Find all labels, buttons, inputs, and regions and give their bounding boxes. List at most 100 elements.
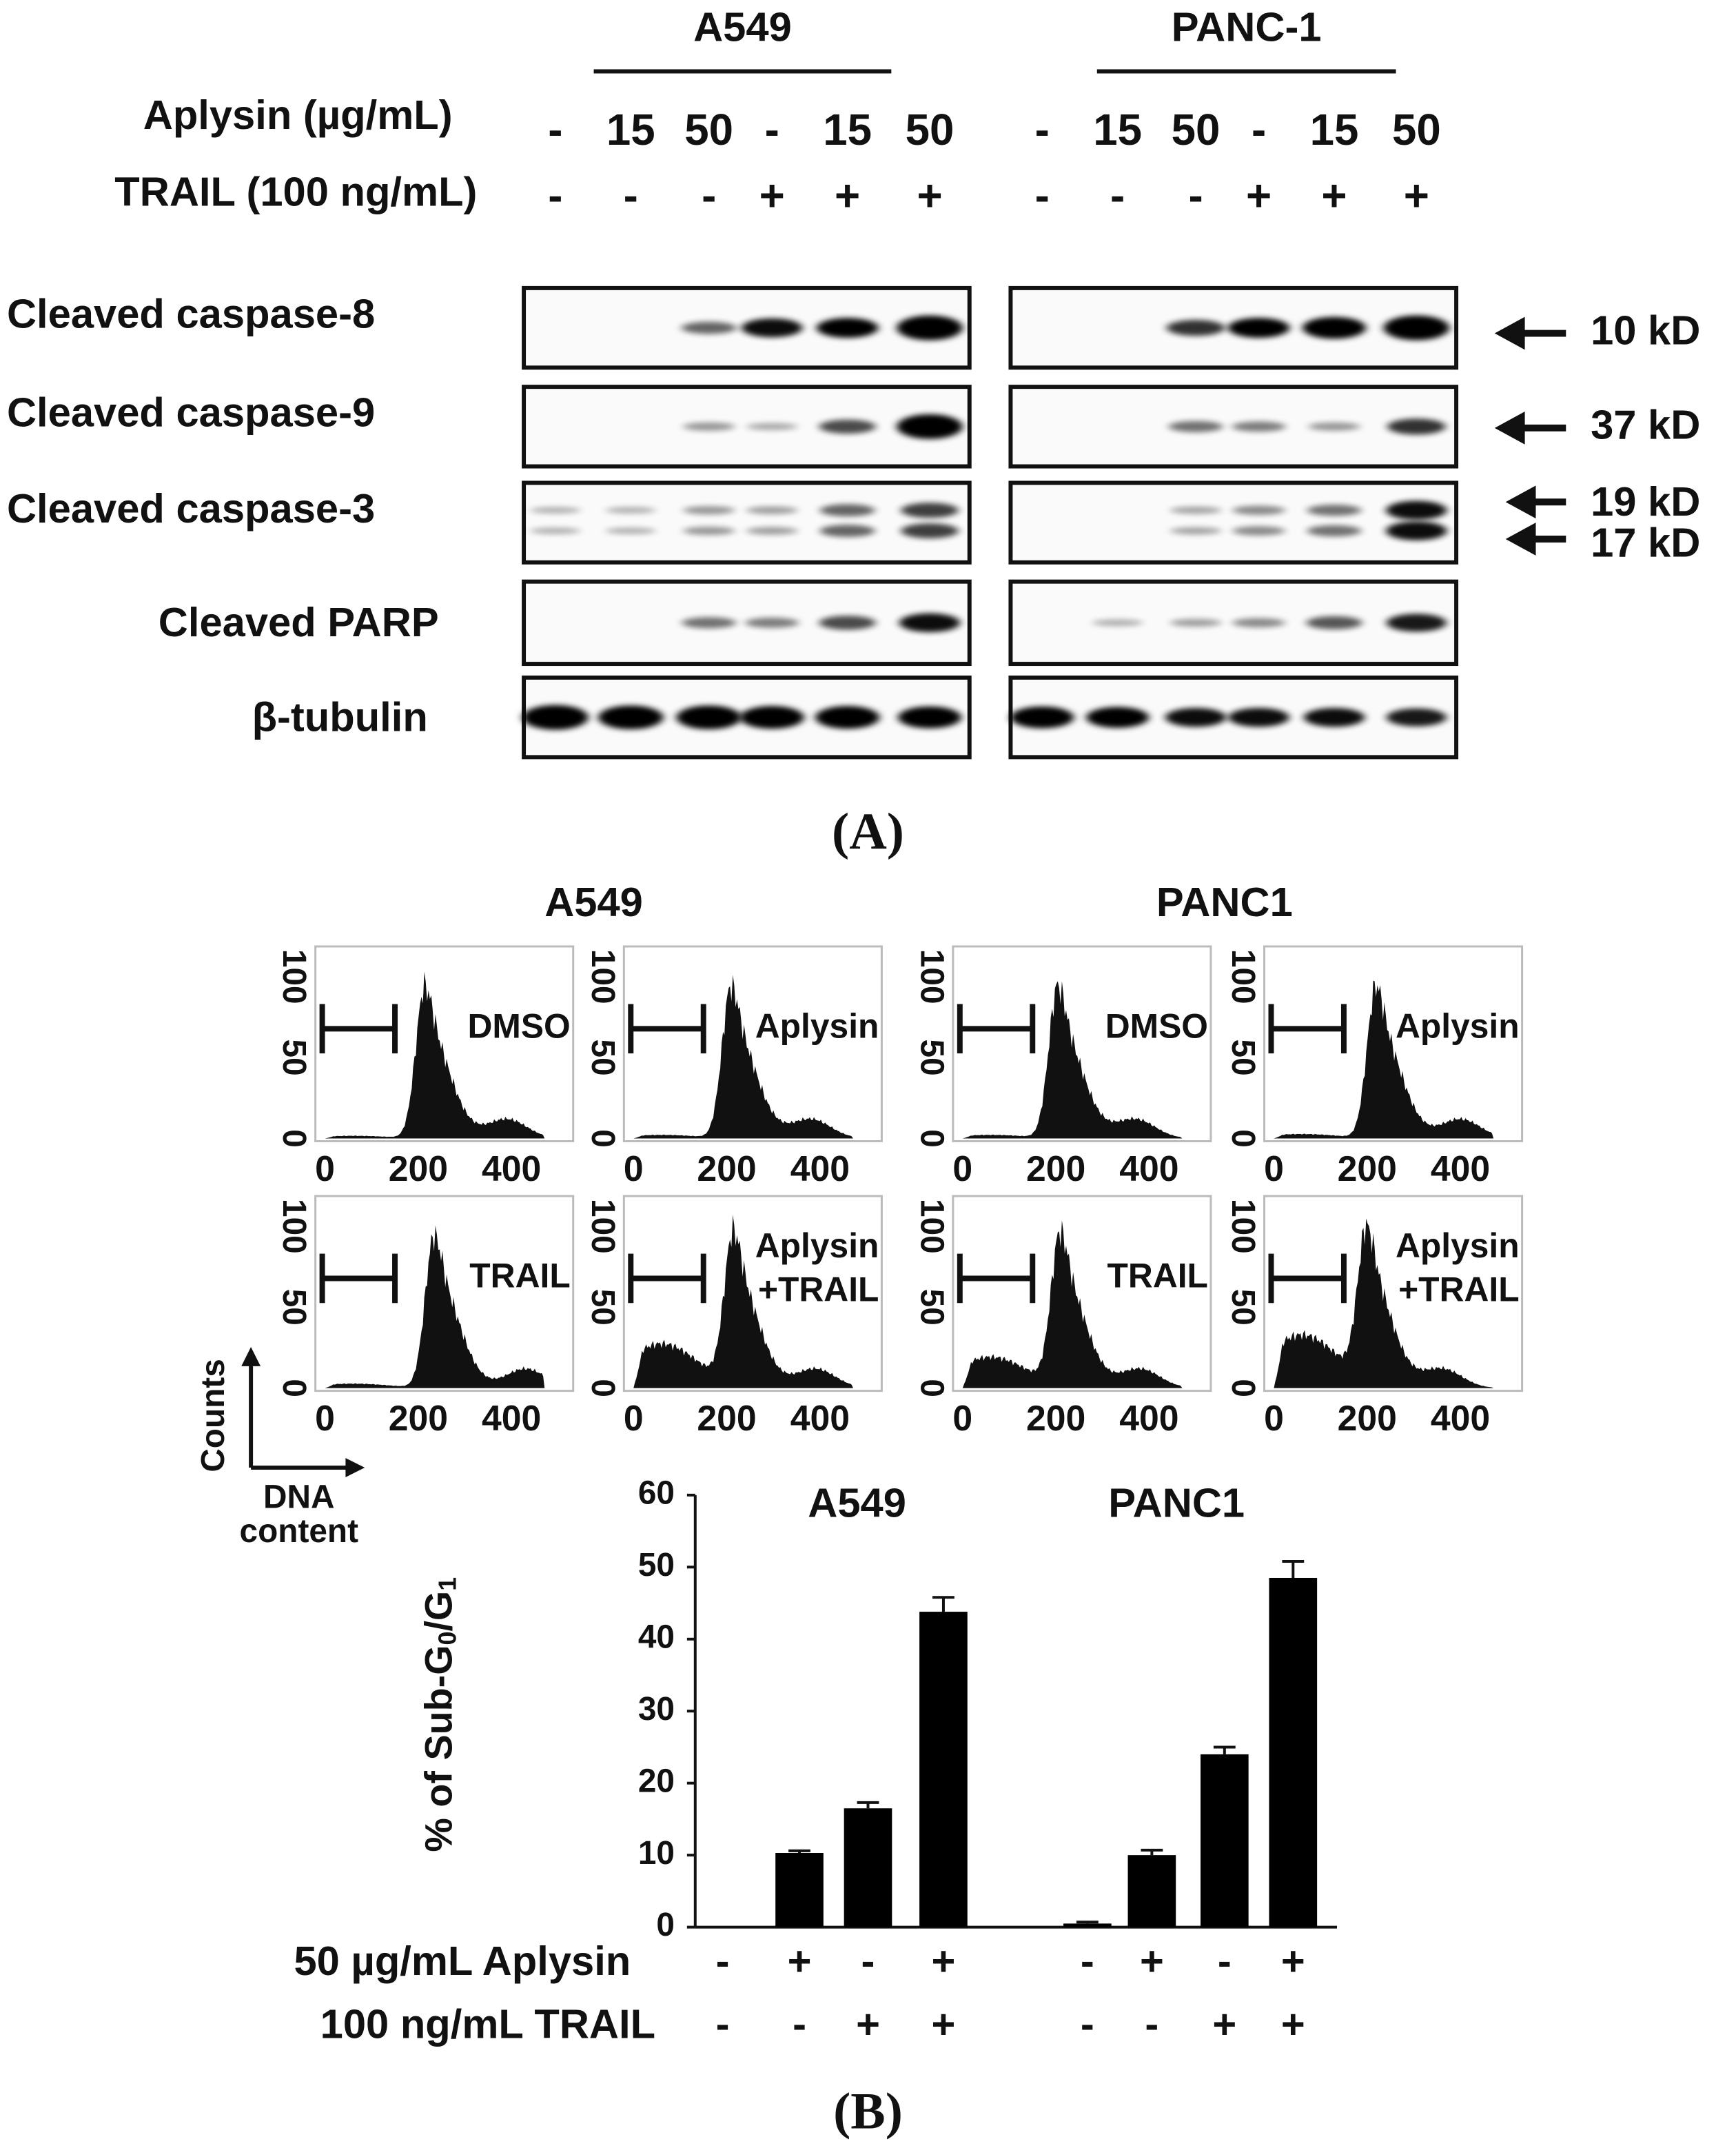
panel-label: (A) bbox=[832, 803, 904, 860]
x-tick-label: 400 bbox=[1431, 1398, 1490, 1438]
y-tick-label: 0 bbox=[1225, 1129, 1261, 1148]
y-tick-label: 50 bbox=[913, 1289, 950, 1326]
error-bar bbox=[1213, 1745, 1236, 1754]
treatment-sign: - bbox=[793, 2001, 806, 2047]
y-tick-label: 50 bbox=[913, 1040, 950, 1076]
y-tick-label: 60 bbox=[638, 1475, 675, 1511]
band bbox=[898, 706, 962, 729]
condition-label: +TRAIL bbox=[758, 1270, 879, 1309]
y-tick-label: 100 bbox=[1225, 949, 1261, 1004]
x-tick-label: 200 bbox=[389, 1398, 448, 1438]
band bbox=[746, 527, 798, 535]
y-tick-label: 50 bbox=[1225, 1289, 1261, 1326]
x-tick-label: 0 bbox=[1264, 1398, 1284, 1438]
y-tick-label: 0 bbox=[913, 1379, 950, 1397]
treatment-sign: - bbox=[1110, 171, 1125, 220]
error-bar bbox=[1076, 1921, 1099, 1924]
cell-line-title: A549 bbox=[693, 4, 792, 50]
band bbox=[1010, 706, 1074, 729]
treatment-sign: - bbox=[716, 2001, 730, 2047]
band bbox=[1170, 506, 1222, 514]
y-tick-label: 100 bbox=[913, 1199, 950, 1254]
band bbox=[1386, 614, 1447, 632]
treatment-sign: - bbox=[702, 171, 716, 220]
band bbox=[1387, 418, 1446, 435]
band bbox=[819, 616, 876, 630]
treatment-sign: - bbox=[548, 105, 562, 154]
gate bbox=[1268, 1004, 1347, 1054]
treatment-sign: + bbox=[1140, 1938, 1164, 1984]
y-label-part: /G bbox=[417, 1591, 460, 1632]
group-title: A549 bbox=[808, 1480, 906, 1526]
condition-label: TRAIL bbox=[1107, 1257, 1208, 1295]
marker-label: 10 kD bbox=[1591, 307, 1700, 353]
condition-label: DMSO bbox=[468, 1006, 571, 1045]
marker-arrowhead bbox=[1494, 411, 1525, 445]
band bbox=[1232, 421, 1286, 432]
band bbox=[819, 525, 875, 537]
band bbox=[683, 422, 735, 431]
treatment-label: 50 µg/mL Aplysin bbox=[294, 1938, 631, 1984]
treatment-sign: 15 bbox=[1310, 105, 1359, 154]
blot-label: Cleaved caspase-8 bbox=[7, 290, 375, 336]
x-tick-label: 200 bbox=[1026, 1398, 1085, 1438]
y-tick-label: 0 bbox=[584, 1129, 621, 1148]
condition-label: TRAIL bbox=[469, 1257, 570, 1295]
y-tick-label: 10 bbox=[638, 1835, 675, 1872]
y-label-part: % of Sub-G bbox=[417, 1645, 460, 1852]
band bbox=[1232, 618, 1285, 628]
counts-label: Counts bbox=[195, 1359, 232, 1472]
treatment-sign: - bbox=[1081, 1938, 1094, 1984]
band bbox=[746, 423, 797, 430]
gate bbox=[319, 1253, 398, 1304]
y-tick-label: 50 bbox=[276, 1289, 312, 1326]
band bbox=[530, 527, 581, 534]
band bbox=[683, 526, 735, 536]
band bbox=[901, 523, 959, 539]
treatment-sign: + bbox=[1246, 171, 1272, 220]
treatment-sign: + bbox=[856, 2001, 880, 2047]
histogram bbox=[325, 971, 558, 1139]
x-tick-label: 0 bbox=[624, 1148, 644, 1188]
treatment-sign: + bbox=[1321, 171, 1347, 220]
marker-label: 19 kD bbox=[1591, 478, 1700, 525]
y-tick-label: 50 bbox=[638, 1547, 675, 1583]
band bbox=[1306, 616, 1362, 629]
y-tick-label: 100 bbox=[1225, 1199, 1261, 1254]
band bbox=[1227, 318, 1290, 338]
band bbox=[1165, 707, 1227, 727]
band bbox=[1383, 315, 1450, 341]
band bbox=[522, 705, 589, 730]
x-tick-label: 400 bbox=[1431, 1148, 1490, 1188]
y-tick-label: 0 bbox=[276, 1129, 312, 1148]
band bbox=[897, 414, 963, 439]
band bbox=[1386, 521, 1447, 540]
error-bar bbox=[1141, 1848, 1163, 1856]
band bbox=[816, 318, 879, 338]
blot-box bbox=[522, 385, 972, 469]
treatment-sign: + bbox=[932, 1938, 956, 1984]
treatment-label: TRAIL (100 ng/mL) bbox=[114, 168, 477, 214]
marker-label: 37 kD bbox=[1591, 402, 1700, 448]
bar bbox=[844, 1808, 892, 1927]
treatment-sign: + bbox=[788, 1938, 812, 1984]
y-tick-label: 0 bbox=[656, 1907, 675, 1943]
marker-arrowhead bbox=[1505, 485, 1536, 519]
treatment-sign: + bbox=[932, 2001, 956, 2047]
treatment-sign: - bbox=[548, 171, 562, 220]
treatment-sign: 15 bbox=[1093, 105, 1142, 154]
band bbox=[1168, 421, 1223, 433]
blot-label: Cleaved caspase-3 bbox=[7, 485, 375, 531]
condition-label: Aplysin bbox=[755, 1006, 879, 1045]
band bbox=[605, 507, 656, 514]
y-tick-label: 0 bbox=[584, 1379, 621, 1397]
treatment-sign: - bbox=[1252, 105, 1266, 154]
band bbox=[897, 315, 963, 341]
x-tick-label: 0 bbox=[952, 1398, 972, 1438]
y-label-part: 1 bbox=[434, 1577, 462, 1591]
blot-box bbox=[522, 480, 972, 565]
y-tick-label: 50 bbox=[276, 1040, 312, 1076]
dna-label: DNA bbox=[263, 1479, 334, 1515]
band bbox=[598, 705, 664, 729]
